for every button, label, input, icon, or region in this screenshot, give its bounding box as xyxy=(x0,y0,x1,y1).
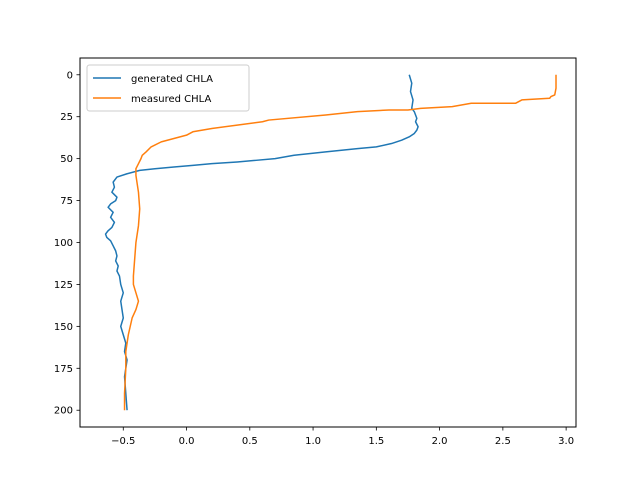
plot-area xyxy=(104,74,557,411)
legend-label: measured CHLA xyxy=(131,94,211,105)
series-line-generated-chla xyxy=(104,74,419,411)
y-tick-label: 125 xyxy=(54,280,73,291)
plot-frame xyxy=(79,57,577,428)
x-tick-label: −0.5 xyxy=(111,436,135,447)
y-tick-label: 175 xyxy=(54,364,73,375)
y-tick-label: 100 xyxy=(54,238,73,249)
x-tick-label: 3.0 xyxy=(558,436,574,447)
y-tick-label: 0 xyxy=(67,70,73,81)
legend-label: generated CHLA xyxy=(131,74,213,85)
y-tick-label: 50 xyxy=(60,154,73,165)
x-tick-label: 0.5 xyxy=(242,436,258,447)
legend-box xyxy=(86,64,250,112)
y-tick-label: 150 xyxy=(54,322,73,333)
series-line-measured-chla xyxy=(123,74,557,411)
y-tick-label: 200 xyxy=(54,406,73,417)
y-tick-label: 25 xyxy=(60,112,73,123)
x-tick-label: 2.0 xyxy=(432,436,448,447)
x-tick-label: 2.5 xyxy=(495,436,511,447)
x-tick-label: 1.0 xyxy=(305,436,321,447)
legend: generated CHLA measured CHLA xyxy=(86,64,250,112)
x-tick-label: 1.5 xyxy=(368,436,384,447)
axis-ticks: −0.5 0.0 0.5 1.0 1.5 2.0 2.5 3.0 0 25 50 75 100 125 15… xyxy=(54,70,574,447)
x-tick-label: 0.0 xyxy=(179,436,195,447)
y-tick-label: 75 xyxy=(60,196,73,207)
